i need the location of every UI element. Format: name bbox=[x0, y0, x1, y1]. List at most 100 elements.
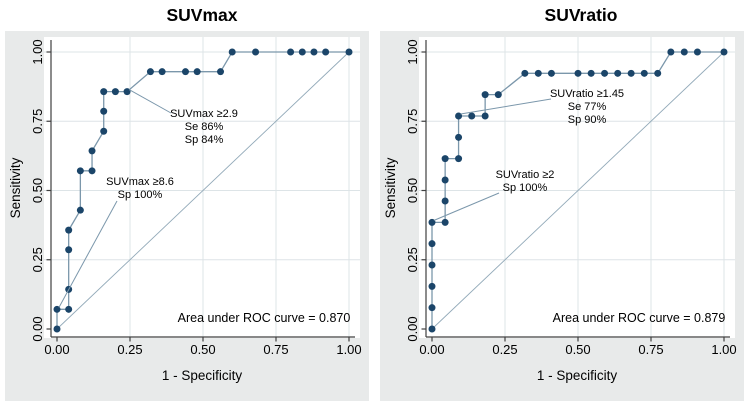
roc-data-point bbox=[720, 48, 728, 56]
roc-data-point bbox=[100, 107, 108, 115]
y-tick-label: 0.75 bbox=[405, 109, 420, 134]
y-tick-label: 0.50 bbox=[30, 178, 45, 203]
annotation-pointer-line bbox=[433, 192, 500, 221]
annotation-text-line: SUVmax ≥2.9 bbox=[170, 108, 238, 120]
roc-data-point bbox=[601, 69, 609, 77]
roc-data-point bbox=[441, 176, 449, 184]
x-tick-label: 0.75 bbox=[263, 342, 288, 357]
roc-data-point bbox=[667, 48, 675, 56]
roc-data-point bbox=[345, 48, 353, 56]
x-tick-label: 1.00 bbox=[711, 342, 736, 357]
roc-chart-suvratio: 0.00 0.25 0.50 0.75 1.00 0.00 0.25 0.50 0.75 1.00… bbox=[375, 0, 750, 405]
chance-diagonal-line bbox=[56, 51, 350, 330]
roc-data-point bbox=[654, 69, 662, 77]
roc-panel-suvmax: 0.00 0.25 0.50 0.75 1.00 0.00 0.25 0.50 0.75 1.00… bbox=[5, 5, 369, 401]
reference-line bbox=[431, 51, 725, 330]
annotation-pointer-line bbox=[128, 89, 172, 114]
roc-data-point bbox=[428, 282, 436, 290]
roc-data-point bbox=[88, 147, 96, 155]
roc-data-point bbox=[76, 206, 84, 214]
x-tick-label: 1.00 bbox=[336, 342, 361, 357]
annotation-pointer-line bbox=[460, 98, 552, 115]
roc-data-point bbox=[228, 48, 236, 56]
roc-data-point bbox=[455, 112, 463, 120]
roc-data-point bbox=[181, 68, 189, 76]
annotation-text-line: Sp 84% bbox=[185, 134, 224, 146]
roc-data-point bbox=[441, 218, 449, 226]
annotation-text-line: SUVmax ≥8.6 bbox=[106, 176, 174, 188]
roc-data-point bbox=[587, 69, 595, 77]
roc-data-point bbox=[65, 226, 73, 234]
roc-data-point bbox=[53, 325, 61, 333]
roc-data-point bbox=[65, 305, 73, 313]
roc-data-point bbox=[298, 48, 306, 56]
axes: 0.00 0.25 0.50 0.75 1.00 0.00 0.25 0.50 0.75 1.00 bbox=[405, 39, 737, 357]
y-tick-label: 0.00 bbox=[405, 316, 420, 341]
x-tick-label: 0.25 bbox=[492, 342, 517, 357]
roc-curve bbox=[53, 48, 353, 333]
roc-data-point bbox=[441, 155, 449, 163]
chance-diagonal-line bbox=[431, 51, 725, 330]
roc-data-point bbox=[640, 69, 648, 77]
roc-data-point bbox=[428, 218, 436, 226]
roc-data-point bbox=[428, 325, 436, 333]
x-axis-title: 1 - Specificity bbox=[537, 368, 618, 383]
roc-data-point bbox=[428, 304, 436, 312]
annotation-text-line: SUVratio ≥2 bbox=[496, 169, 555, 181]
roc-curve bbox=[428, 48, 728, 333]
annotation-text-line: Sp 90% bbox=[568, 114, 607, 126]
annotation-text-line: SUVratio ≥1.45 bbox=[550, 88, 624, 100]
y-tick-label: 0.00 bbox=[30, 316, 45, 341]
roc-panel-suvratio: 0.00 0.25 0.50 0.75 1.00 0.00 0.25 0.50 0.75 1.00… bbox=[375, 0, 750, 405]
panel-title: SUVratio bbox=[545, 5, 618, 25]
roc-data-point bbox=[455, 155, 463, 163]
roc-data-point bbox=[428, 240, 436, 248]
x-tick-label: 0.50 bbox=[565, 342, 590, 357]
roc-data-point bbox=[76, 167, 84, 175]
roc-data-point bbox=[494, 91, 502, 99]
y-tick-label: 0.75 bbox=[30, 109, 45, 134]
plot-area bbox=[419, 37, 735, 338]
y-tick-label: 1.00 bbox=[30, 39, 45, 64]
roc-data-point bbox=[100, 127, 108, 135]
x-tick-label: 0.00 bbox=[419, 342, 444, 357]
roc-data-point bbox=[88, 167, 96, 175]
roc-data-point bbox=[65, 246, 73, 254]
plot-area bbox=[44, 37, 360, 338]
x-tick-label: 0.50 bbox=[190, 342, 215, 357]
panel-title: SUVmax bbox=[166, 5, 237, 25]
roc-data-point bbox=[310, 48, 318, 56]
roc-data-point bbox=[217, 68, 225, 76]
x-tick-label: 0.75 bbox=[638, 342, 663, 357]
x-tick-label: 0.00 bbox=[44, 342, 69, 357]
annotation-text-line: Sp 100% bbox=[118, 189, 163, 201]
annotation-text-line: Sp 100% bbox=[503, 182, 548, 194]
x-axis-title: 1 - Specificity bbox=[162, 368, 243, 383]
y-axis-title: Sensitivity bbox=[8, 157, 23, 218]
roc-data-point bbox=[481, 91, 489, 99]
roc-data-point bbox=[547, 69, 555, 77]
roc-data-point bbox=[193, 68, 201, 76]
roc-data-point bbox=[693, 48, 701, 56]
roc-data-point bbox=[158, 68, 166, 76]
roc-data-point bbox=[123, 88, 131, 96]
roc-data-point bbox=[322, 48, 330, 56]
roc-data-point bbox=[680, 48, 688, 56]
y-axis-title: Sensitivity bbox=[383, 157, 398, 218]
roc-data-point bbox=[252, 48, 260, 56]
roc-data-point bbox=[468, 112, 476, 120]
roc-chart-suvmax: 0.00 0.25 0.50 0.75 1.00 0.00 0.25 0.50 0.75 1.00… bbox=[5, 5, 369, 401]
roc-data-point bbox=[441, 197, 449, 205]
axes: 0.00 0.25 0.50 0.75 1.00 0.00 0.25 0.50 0.75 1.00 bbox=[30, 39, 362, 357]
roc-data-point bbox=[146, 68, 154, 76]
roc-data-point bbox=[53, 305, 61, 313]
y-tick-label: 0.25 bbox=[30, 247, 45, 272]
roc-data-point bbox=[627, 69, 635, 77]
roc-data-point bbox=[455, 133, 463, 141]
roc-data-point bbox=[614, 69, 622, 77]
x-tick-label: 0.25 bbox=[117, 342, 142, 357]
roc-data-point bbox=[100, 88, 108, 96]
y-tick-label: 1.00 bbox=[405, 39, 420, 64]
auc-label: Area under ROC curve = 0.870 bbox=[178, 311, 351, 325]
